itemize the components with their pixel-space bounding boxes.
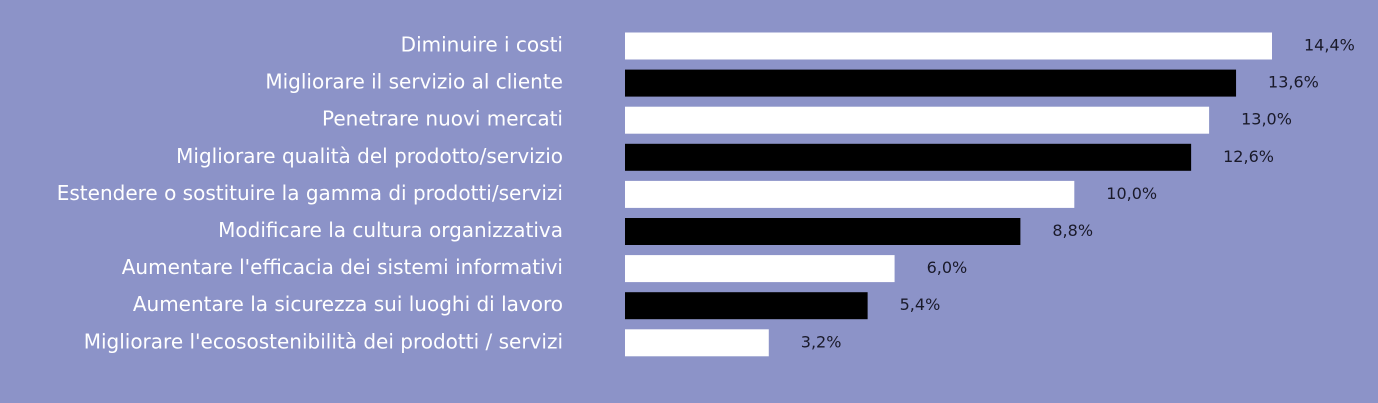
bar <box>625 218 1021 245</box>
value-label: 12,6% <box>1223 147 1274 166</box>
value-label: 5,4% <box>900 295 941 314</box>
value-label: 6,0% <box>927 258 968 277</box>
category-label: Modificare la cultura organizzativa <box>218 218 563 242</box>
value-label: 14,4% <box>1304 36 1355 55</box>
category-label: Estendere o sostituire la gamma di prodo… <box>57 181 563 205</box>
bar <box>625 292 868 320</box>
bar <box>625 69 1237 97</box>
bar <box>625 329 769 357</box>
value-label: 13,6% <box>1268 73 1319 92</box>
category-label: Migliorare il servizio al cliente <box>265 70 563 94</box>
value-label: 13,0% <box>1241 110 1292 129</box>
bar <box>625 106 1210 134</box>
category-label: Migliorare qualità del prodotto/servizio <box>176 144 563 168</box>
category-label: Migliorare l'ecosostenibilità dei prodot… <box>84 329 563 353</box>
bar <box>625 143 1192 171</box>
category-label: Penetrare nuovi mercati <box>322 107 563 131</box>
category-label: Aumentare la sicurezza sui luoghi di lav… <box>133 292 563 316</box>
value-label: 10,0% <box>1106 184 1157 203</box>
bar <box>625 255 895 283</box>
value-label: 8,8% <box>1052 221 1093 240</box>
category-label: Diminuire i costi <box>401 33 563 57</box>
bar <box>625 32 1272 60</box>
category-label: Aumentare l'efficacia dei sistemi inform… <box>122 255 563 279</box>
value-label: 3,2% <box>801 332 842 351</box>
bar <box>625 180 1075 208</box>
